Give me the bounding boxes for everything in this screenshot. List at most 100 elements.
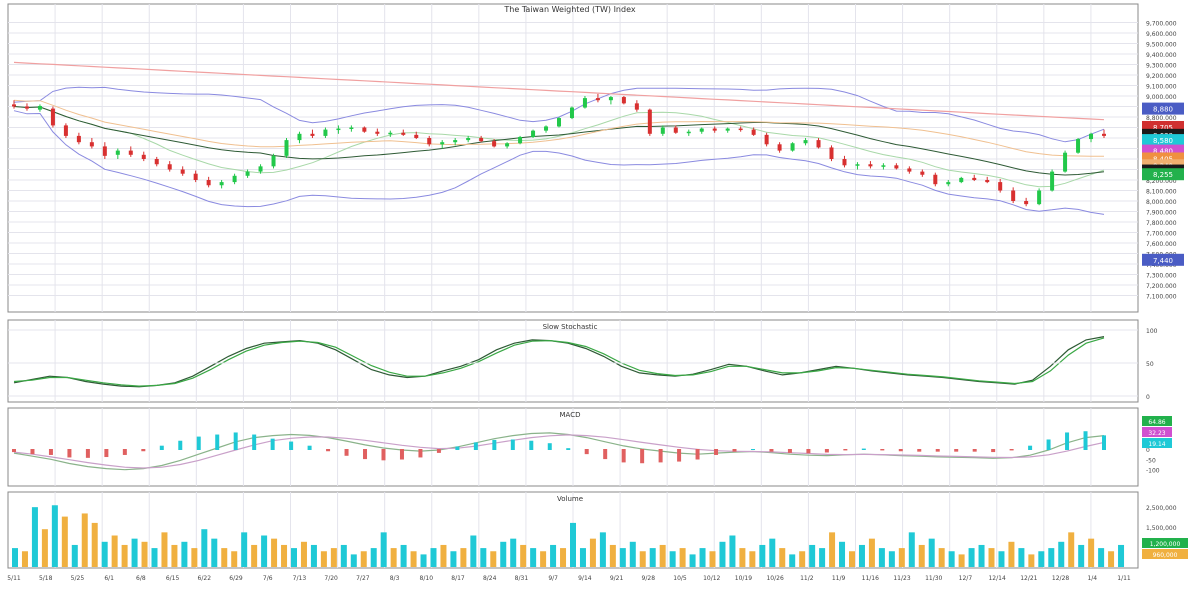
volume-bar bbox=[1088, 538, 1095, 567]
volume-bar bbox=[1008, 541, 1015, 567]
volume-badge-label: 1,200,000 bbox=[1150, 541, 1181, 548]
value-badge-label: 7,440 bbox=[1153, 257, 1173, 265]
macd-histogram-bar bbox=[917, 449, 922, 452]
price-tick-label: 9,000.000 bbox=[1146, 94, 1177, 101]
volume-bar bbox=[291, 548, 297, 567]
candle-body bbox=[219, 182, 224, 186]
macd-histogram-bar bbox=[215, 434, 220, 450]
x-tick-label: 1/11 bbox=[1117, 575, 1131, 582]
volume-bar bbox=[639, 551, 646, 567]
x-tick-label: 10/19 bbox=[735, 575, 752, 582]
x-tick-label: 8/10 bbox=[420, 575, 434, 582]
macd-histogram-bar bbox=[1009, 449, 1014, 451]
macd-histogram-bar bbox=[326, 449, 331, 452]
volume-bar bbox=[1038, 551, 1045, 567]
chart-title: The Taiwan Weighted (TW) Index bbox=[503, 5, 635, 14]
candle-body bbox=[777, 144, 782, 151]
macd-histogram-bar bbox=[122, 449, 127, 455]
volume-bar bbox=[1028, 554, 1035, 567]
macd-histogram-bar bbox=[695, 449, 700, 460]
x-tick-label: 5/18 bbox=[39, 575, 53, 582]
x-tick-label: 8/3 bbox=[390, 575, 400, 582]
candle-body bbox=[414, 134, 419, 138]
macd-histogram-bar bbox=[12, 449, 16, 453]
volume-bar bbox=[789, 554, 796, 567]
volume-bar bbox=[689, 554, 696, 567]
volume-bar bbox=[759, 544, 766, 567]
volume-bar bbox=[560, 548, 567, 567]
macd-histogram-bar bbox=[750, 449, 755, 450]
macd-histogram-bar bbox=[289, 441, 294, 450]
volume-bar bbox=[579, 548, 586, 567]
candle-body bbox=[907, 168, 912, 172]
macd-tick-label: -100 bbox=[1146, 468, 1160, 475]
price-tick-label: 8,000.000 bbox=[1146, 199, 1177, 206]
candle-body bbox=[673, 127, 678, 133]
candle-body bbox=[206, 180, 211, 186]
candle-body bbox=[349, 127, 354, 129]
macd-histogram-bar bbox=[935, 449, 940, 452]
macd-histogram-bar bbox=[196, 436, 201, 450]
macd-badge bbox=[1142, 427, 1172, 437]
volume-bar bbox=[918, 544, 925, 567]
volume-bar bbox=[390, 548, 397, 567]
candle-body bbox=[466, 138, 471, 141]
volume-bar bbox=[211, 538, 218, 567]
macd-histogram-bar bbox=[159, 445, 164, 450]
volume-bar bbox=[101, 541, 108, 567]
value-badge-label: 8,880 bbox=[1153, 106, 1173, 114]
macd-histogram-bar bbox=[677, 449, 682, 462]
volume-bar bbox=[1078, 544, 1085, 567]
volume-bar bbox=[191, 548, 198, 567]
x-tick-label: 6/8 bbox=[136, 575, 146, 582]
candle-body bbox=[920, 171, 925, 175]
stochastic-title: Slow Stochastic bbox=[543, 323, 598, 331]
macd-histogram-bar bbox=[85, 449, 90, 458]
volume-bar bbox=[1018, 548, 1025, 567]
candle-body bbox=[764, 134, 769, 145]
candle-body bbox=[660, 127, 665, 134]
ma-mid bbox=[13, 106, 1105, 176]
price-tick-label: 8,200.000 bbox=[1146, 178, 1177, 185]
volume-bar bbox=[410, 551, 417, 567]
volume-bar bbox=[719, 541, 726, 567]
volume-bar bbox=[659, 544, 666, 567]
candle-body bbox=[154, 159, 159, 165]
macd-histogram-bar bbox=[603, 449, 608, 460]
candle-body bbox=[479, 138, 484, 142]
volume-bar bbox=[749, 551, 756, 567]
volume-bar bbox=[829, 532, 836, 567]
candle-body bbox=[544, 126, 549, 131]
macd-histogram-bar bbox=[769, 449, 774, 452]
volume-bar bbox=[679, 548, 686, 567]
value-badge-label: 8,705 bbox=[1153, 124, 1173, 132]
volume-bar bbox=[769, 538, 776, 567]
volume-bar bbox=[958, 554, 965, 567]
candle-body bbox=[1089, 133, 1094, 140]
macd-histogram-bar bbox=[473, 442, 478, 450]
volume-bar bbox=[908, 532, 915, 567]
x-tick-label: 8/17 bbox=[451, 575, 465, 582]
volume-bar bbox=[1048, 548, 1055, 567]
x-tick-label: 7/20 bbox=[324, 575, 338, 582]
candle-body bbox=[595, 98, 600, 101]
x-tick-label: 12/28 bbox=[1052, 575, 1069, 582]
volume-bar bbox=[819, 548, 826, 567]
x-tick-label: 7/6 bbox=[263, 575, 273, 582]
macd-histogram-bar bbox=[344, 449, 349, 456]
macd-histogram-bar bbox=[455, 446, 460, 450]
volume-bar bbox=[330, 548, 337, 567]
candle-body bbox=[1102, 133, 1106, 136]
volume-tick-label: 2,500,000 bbox=[1146, 505, 1177, 512]
candle-body bbox=[829, 147, 834, 159]
candle-body bbox=[284, 140, 289, 156]
price-tick-label: 7,700.000 bbox=[1146, 231, 1177, 238]
series-line-signal bbox=[13, 434, 1105, 469]
candle-body bbox=[180, 169, 185, 174]
volume-bar bbox=[888, 551, 895, 567]
volume-bar bbox=[998, 551, 1005, 567]
volume-bar bbox=[121, 544, 128, 567]
macd-histogram-bar bbox=[436, 449, 441, 453]
candle-body bbox=[712, 128, 717, 131]
volume-bar bbox=[550, 544, 557, 567]
